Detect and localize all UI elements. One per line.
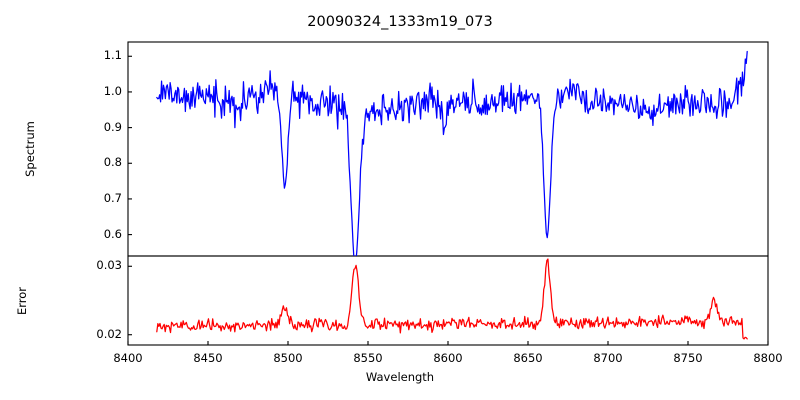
tick-marks — [127, 55, 769, 345]
y-tick-label-spectrum: 1.0 — [103, 83, 122, 98]
x-tick-label: 8600 — [433, 351, 463, 365]
error-series — [156, 258, 748, 340]
x-tick-label: 8700 — [593, 351, 623, 365]
spectrum-series — [156, 50, 748, 256]
y-tick-label-spectrum: 0.8 — [103, 155, 122, 170]
y-tick-label-spectrum: 1.1 — [103, 48, 122, 63]
axes-frames — [127, 41, 769, 346]
y-tick-label-spectrum: 0.6 — [103, 226, 122, 241]
y-axis-label-spectrum: Spectrum — [23, 121, 37, 177]
page-title: 20090324_1333m19_073 — [307, 14, 493, 30]
x-axis-label: Wavelength — [365, 370, 435, 384]
y-axis-label-error: Error — [15, 286, 29, 316]
x-tick-label: 8650 — [513, 351, 543, 365]
x-tick-label: 8450 — [193, 351, 223, 365]
x-tick-label: 8500 — [273, 351, 303, 365]
x-tick-label: 8550 — [353, 351, 383, 365]
x-tick-label: 8800 — [753, 351, 783, 365]
y-tick-label-spectrum: 0.9 — [103, 119, 122, 134]
y-tick-label-error: 0.03 — [96, 258, 122, 273]
y-tick-label-error: 0.02 — [96, 326, 122, 341]
y-tick-label-spectrum: 0.7 — [103, 190, 122, 205]
x-tick-label: 8400 — [113, 351, 143, 365]
x-tick-label: 8750 — [673, 351, 703, 365]
